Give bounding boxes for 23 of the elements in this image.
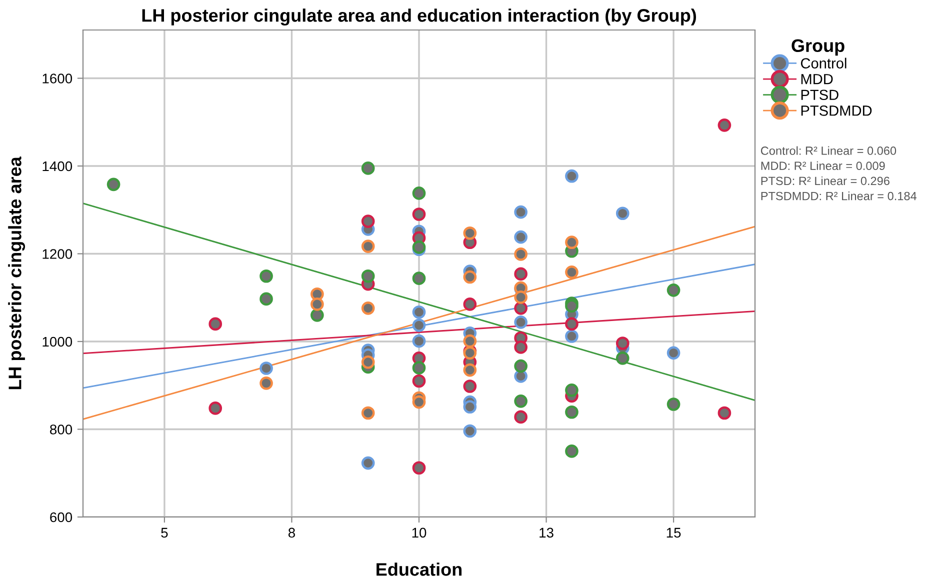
text: MDD: R² Linear = 0.009: [761, 161, 885, 170]
y-axis-title: LH posterior cingulate area: [8, 156, 26, 390]
text: PTSDMDD: R² Linear = 0.184: [761, 192, 917, 200]
legend-title: Group: [792, 39, 844, 56]
y-tick-label: 1400: [42, 161, 72, 172]
y-tick-label: 800: [50, 424, 72, 434]
legend-label: PTSD: [801, 90, 838, 100]
text: PTSD: R² Linear = 0.296: [761, 176, 890, 186]
chart-title: LH posterior cingulate area and education interaction (by Group): [142, 8, 696, 26]
x-tick-label: 15: [666, 528, 681, 538]
y-tick-label: 1000: [42, 336, 72, 347]
legend-label: MDD: [801, 74, 833, 84]
legend-label: PTSDMDD: [801, 106, 872, 116]
text: Control: R² Linear = 0.060: [760, 146, 896, 155]
x-tick-label: 10: [412, 528, 426, 538]
x-tick-label: 5: [161, 528, 168, 538]
y-tick-label: 1200: [42, 249, 72, 259]
x-tick-label: 13: [540, 528, 554, 538]
x-axis-title: Education: [376, 562, 462, 576]
legend-label: Control: [800, 58, 846, 68]
y-tick-label: 1600: [42, 74, 72, 84]
x-tick-label: 8: [288, 528, 295, 538]
y-tick-label: 600: [50, 512, 72, 522]
